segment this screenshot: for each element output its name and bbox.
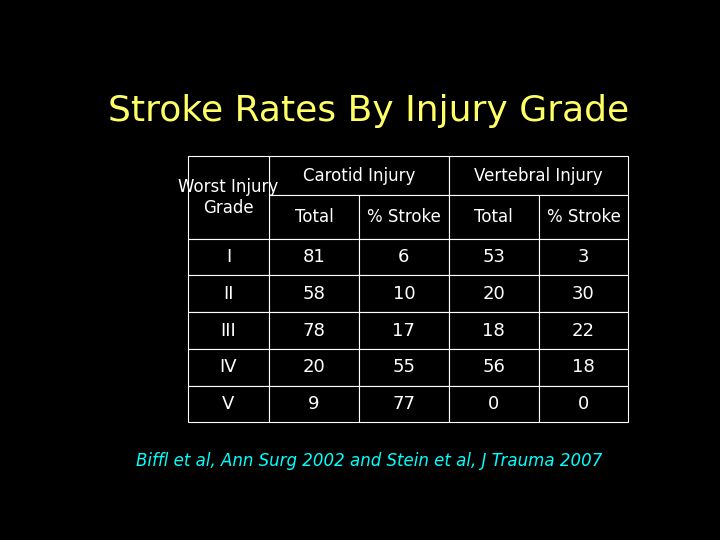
Text: % Stroke: % Stroke [546, 208, 621, 226]
Text: 6: 6 [398, 248, 410, 266]
Bar [359, 275, 449, 312]
Text: 0: 0 [488, 395, 500, 413]
Text: Worst Injury
Grade: Worst Injury Grade [179, 178, 279, 217]
Bar [188, 156, 269, 239]
Bar [188, 386, 269, 422]
Bar [359, 312, 449, 349]
Bar [359, 239, 449, 275]
Text: Vertebral Injury: Vertebral Injury [474, 166, 603, 185]
Text: 53: 53 [482, 248, 505, 266]
Bar [539, 386, 629, 422]
Bar [449, 312, 539, 349]
Bar [269, 349, 359, 386]
Text: 18: 18 [572, 359, 595, 376]
Bar [269, 275, 359, 312]
Bar [449, 156, 629, 195]
Bar [539, 349, 629, 386]
Text: 55: 55 [392, 359, 415, 376]
Bar [539, 312, 629, 349]
Bar [539, 275, 629, 312]
Bar [539, 195, 629, 239]
Bar [449, 386, 539, 422]
Text: 56: 56 [482, 359, 505, 376]
Text: % Stroke: % Stroke [367, 208, 441, 226]
Bar [188, 275, 269, 312]
Text: 22: 22 [572, 322, 595, 340]
Text: Carotid Injury: Carotid Injury [303, 166, 415, 185]
Bar [539, 239, 629, 275]
Text: 20: 20 [482, 285, 505, 303]
Bar [269, 239, 359, 275]
Bar [449, 195, 539, 239]
Text: 10: 10 [392, 285, 415, 303]
Bar [269, 312, 359, 349]
Bar [188, 312, 269, 349]
Bar [188, 349, 269, 386]
Text: I: I [226, 248, 231, 266]
Text: 81: 81 [302, 248, 325, 266]
Text: III: III [220, 322, 236, 340]
Text: 78: 78 [302, 322, 325, 340]
Text: 20: 20 [302, 359, 325, 376]
Text: II: II [223, 285, 234, 303]
Text: 17: 17 [392, 322, 415, 340]
Bar [269, 195, 359, 239]
Bar [359, 349, 449, 386]
Text: 0: 0 [578, 395, 589, 413]
Text: 3: 3 [578, 248, 589, 266]
Text: 30: 30 [572, 285, 595, 303]
Text: Stroke Rates By Injury Grade: Stroke Rates By Injury Grade [109, 94, 629, 128]
Bar [269, 386, 359, 422]
Text: Total: Total [474, 208, 513, 226]
Bar [269, 156, 449, 195]
Bar [188, 239, 269, 275]
Text: 58: 58 [302, 285, 325, 303]
Text: 9: 9 [308, 395, 320, 413]
Text: Biffl et al, Ann Surg 2002 and Stein et al, J Trauma 2007: Biffl et al, Ann Surg 2002 and Stein et … [136, 452, 602, 470]
Bar [449, 349, 539, 386]
Bar [359, 195, 449, 239]
Bar [449, 275, 539, 312]
Text: IV: IV [220, 359, 237, 376]
Bar [359, 386, 449, 422]
Bar [449, 239, 539, 275]
Text: 18: 18 [482, 322, 505, 340]
Text: Total: Total [294, 208, 333, 226]
Text: V: V [222, 395, 235, 413]
Text: 77: 77 [392, 395, 415, 413]
